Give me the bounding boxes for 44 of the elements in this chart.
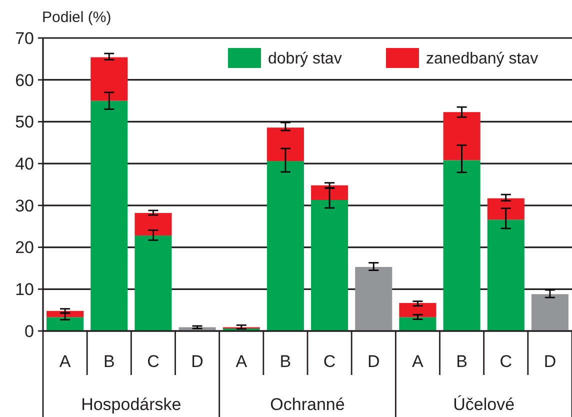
y-tick-label: 0 <box>24 322 34 341</box>
x-tick-label: C <box>147 352 160 371</box>
y-tick-label: 70 <box>15 28 34 48</box>
y-tick-label: 10 <box>15 280 34 300</box>
bar <box>90 57 128 101</box>
text: Hospodárske <box>81 395 182 414</box>
bar <box>443 160 480 331</box>
y-tick-label: 60 <box>15 70 34 90</box>
bar <box>531 294 568 331</box>
y-tick-label: 30 <box>15 196 34 216</box>
bar <box>90 100 128 331</box>
x-tick-label: C <box>500 352 512 371</box>
legend-label: dobrý stav <box>268 50 342 68</box>
legend-label: zanedbaný stav <box>426 50 538 68</box>
bar <box>355 266 392 331</box>
x-tick-label: D <box>544 352 556 371</box>
x-tick-label: B <box>456 352 468 371</box>
bar <box>266 161 304 331</box>
x-tick-label: B <box>103 352 115 371</box>
x-tick-label: D <box>367 352 380 371</box>
bar <box>46 317 84 331</box>
bar <box>399 317 436 331</box>
bar <box>311 200 348 331</box>
bar <box>487 198 524 220</box>
bar <box>134 236 172 331</box>
x-tick-label: A <box>236 352 248 371</box>
bar <box>487 220 524 331</box>
text: Ochranné <box>270 395 345 414</box>
y-tick-label: 20 <box>15 238 34 258</box>
text: Účelové <box>453 395 515 414</box>
x-tick-label: A <box>412 352 424 371</box>
bar <box>311 185 348 200</box>
x-tick-label: C <box>323 352 336 371</box>
y-tick-label: 50 <box>15 112 34 132</box>
bar <box>443 112 480 160</box>
x-tick-label: B <box>280 352 292 371</box>
bar <box>399 302 436 318</box>
x-tick-label: D <box>191 352 204 371</box>
bar <box>134 212 172 236</box>
bar <box>266 128 304 162</box>
y-axis-title: Podiel (%) <box>42 9 112 26</box>
x-tick-label: A <box>59 352 72 371</box>
y-tick-label: 40 <box>15 154 34 174</box>
bar <box>46 310 84 318</box>
